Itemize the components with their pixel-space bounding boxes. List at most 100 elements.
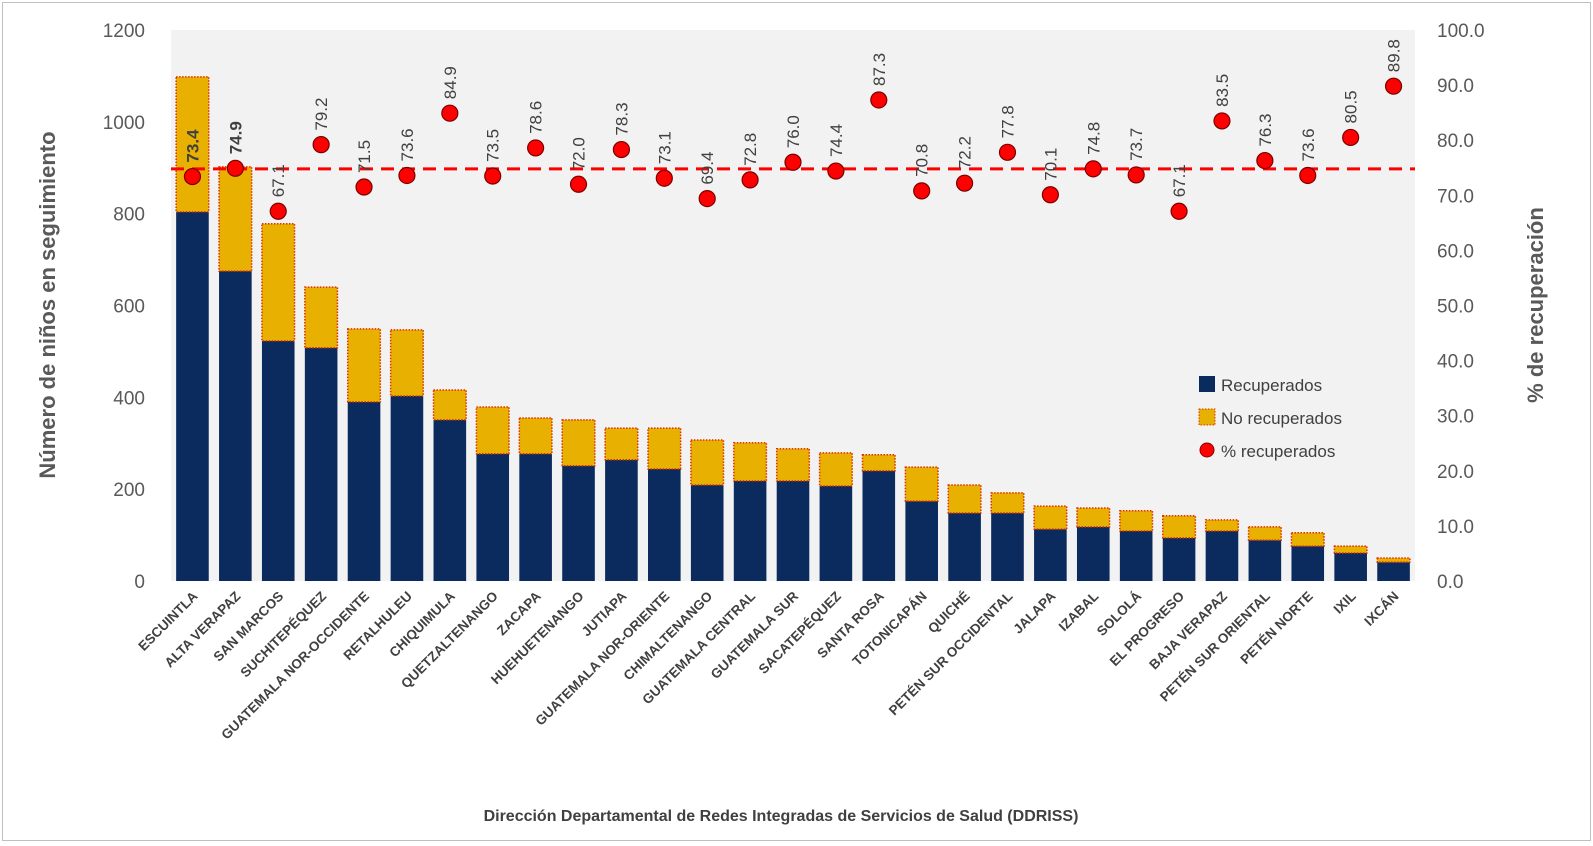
data-label-pct: 70.1 [1041,148,1060,181]
point-pct-recuperados [913,182,931,200]
bar-recuperados [1034,529,1067,581]
bar-no-recuperados [1247,526,1282,541]
point-pct-recuperados [698,190,716,208]
point-pct-recuperados [784,153,802,171]
x-tick-label: IXIL [1331,589,1359,617]
point-pct-recuperados [612,140,631,159]
point-pct-recuperados [1170,202,1188,220]
legend-swatch-no-recuperados [1198,408,1216,426]
data-label-pct: 73.5 [484,129,503,162]
bar-recuperados [261,340,295,581]
data-label-pct: 69.4 [698,152,717,185]
point-pct-recuperados [1299,166,1317,185]
bar-no-recuperados [1119,509,1154,532]
legend-swatch-pct [1199,442,1215,458]
data-label-pct: 76.0 [784,115,803,148]
legend-label-no-recuperados: No recuperados [1221,409,1342,428]
data-label-pct: 77.8 [998,105,1017,138]
y2-tick-label: 60.0 [1437,241,1474,262]
data-label-pct: 78.3 [612,102,631,135]
x-tick-label: ALTA VERAPAZ [162,589,244,671]
bar-no-recuperados [518,417,553,455]
bar-no-recuperados [1076,507,1111,528]
bar-no-recuperados [733,442,768,482]
bar-no-recuperados [647,427,682,470]
point-pct-recuperados [527,139,545,157]
bar-no-recuperados [304,286,339,349]
y2-tick-label: 80.0 [1437,131,1474,152]
bar-no-recuperados [261,223,296,342]
data-label-pct: 72.0 [570,137,589,170]
data-label-pct: 70.8 [913,144,932,177]
bar-recuperados [1162,537,1196,581]
y2-tick-label: 100.0 [1437,21,1485,42]
chart: 0 200 400 600 800 1000 1200 0.0 10.0 20.0 30.0 40.0… [35,21,1548,825]
bar-no-recuperados [432,389,467,421]
bar-recuperados [562,465,595,581]
bar-recuperados [1076,526,1110,581]
bar-recuperados [219,271,252,581]
bar-no-recuperados [1204,519,1240,532]
data-label-pct: 72.8 [741,133,760,166]
bar-recuperados [304,347,338,581]
data-label-pct: 83.5 [1213,74,1232,107]
bar-recuperados [476,453,510,581]
bar-no-recuperados [561,419,596,467]
bar-recuperados [1119,530,1153,581]
bar-no-recuperados [389,329,424,397]
legend-swatch-recuperados [1199,376,1215,392]
point-pct-recuperados [441,104,459,122]
data-label-pct: 79.2 [312,98,331,131]
legend: Recuperados No recuperados % recuperados [1198,376,1342,461]
bar-recuperados [733,480,767,581]
point-pct-recuperados [312,136,330,154]
data-label-pct: 73.6 [1299,128,1318,161]
point-pct-recuperados [1213,112,1231,130]
y2-tick-label: 90.0 [1437,76,1474,97]
point-pct-recuperados [655,169,673,187]
y2-tick-label: 40.0 [1437,352,1474,373]
bar-recuperados [862,470,896,581]
data-label-pct: 74.9 [226,121,245,154]
bar-no-recuperados [818,452,853,487]
data-label-pct: 74.4 [827,124,846,157]
point-pct-recuperados [269,202,287,220]
bar-no-recuperados [1290,532,1325,547]
bar-no-recuperados [1033,505,1068,530]
y2-tick-label: 20.0 [1437,462,1474,483]
x-tick-label: TOTONICAPÁN [850,589,930,669]
x-tick-label: PETÉN NORTE [1237,589,1315,667]
bar-recuperados [819,485,853,581]
x-tick-label: EL PROGRESO [1107,589,1187,669]
bar-recuperados [648,468,681,581]
point-pct-recuperados [355,178,373,196]
bar-recuperados [1248,540,1282,581]
point-pct-recuperados [226,159,244,177]
data-label-pct: 67.1 [269,164,288,197]
y-tick-label: 400 [113,388,145,409]
point-pct-recuperados [183,167,202,186]
bar-recuperados [1205,530,1239,581]
bar-no-recuperados [346,328,382,403]
data-label-pct: 67.1 [1170,164,1189,197]
x-tick-label: IXCÁN [1361,589,1401,629]
y-axis-title: Número de niños en seguimiento [35,131,60,478]
bar-recuperados [948,513,981,581]
bar-no-recuperados [947,484,982,514]
point-pct-recuperados [1084,160,1102,178]
bar-recuperados [176,211,209,581]
y-tick-label: 200 [113,480,145,501]
bar-no-recuperados [218,166,253,272]
bar-no-recuperados [690,439,725,486]
bar-recuperados [390,395,424,581]
y2-tick-label: 30.0 [1437,407,1474,428]
point-pct-recuperados [398,166,416,185]
bar-recuperados [347,401,381,581]
bar-no-recuperados [861,453,896,472]
bar-recuperados [1334,552,1367,581]
data-label-pct: 84.9 [441,66,460,99]
data-label-pct: 73.6 [398,128,417,161]
bar-recuperados [991,513,1024,581]
point-pct-recuperados [484,167,502,185]
y-tick-label: 1200 [103,21,145,42]
